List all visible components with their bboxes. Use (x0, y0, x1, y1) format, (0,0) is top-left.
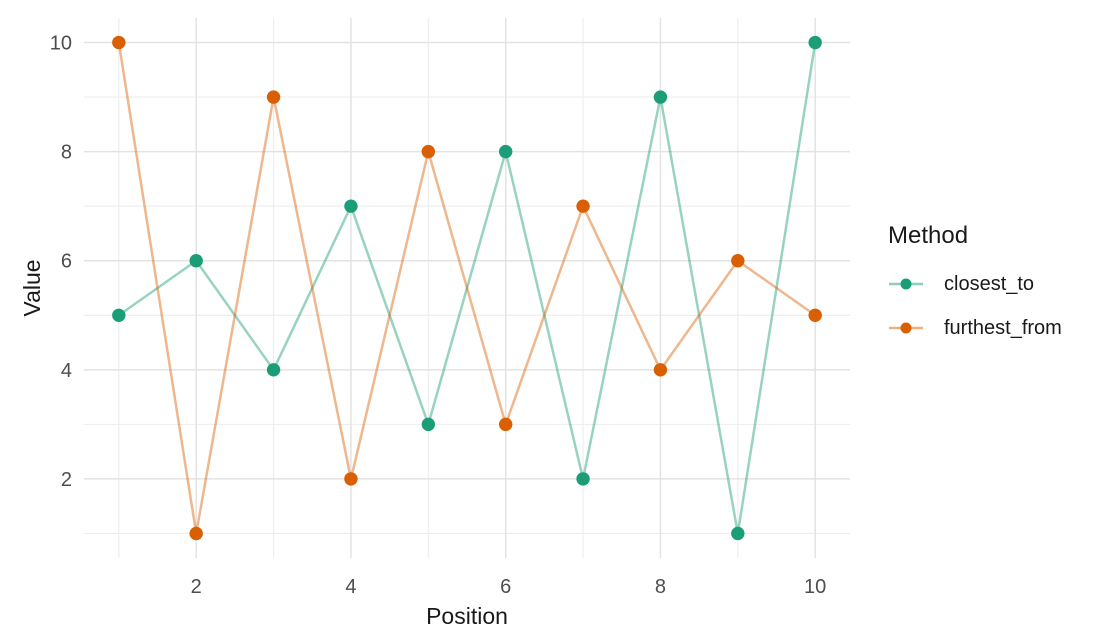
axis-tick-labels: 2 4 6 8 10 2 4 6 8 10 (50, 33, 827, 598)
data-point-closest_to (576, 472, 590, 486)
x-axis-title: Position (426, 603, 508, 629)
data-point-closest_to (731, 526, 745, 541)
x-tick-label: 4 (345, 576, 356, 598)
y-tick-label: 8 (61, 142, 72, 164)
y-axis-title: Value (19, 259, 45, 316)
data-point-closest_to (189, 254, 203, 268)
data-point-closest_to (808, 35, 822, 50)
legend-key-point-icon (900, 278, 912, 290)
data-point-furthest_from (653, 363, 668, 377)
legend-entry-closest-to: closest_to (888, 262, 1062, 306)
x-tick-label: 10 (804, 576, 826, 598)
y-tick-label: 4 (61, 360, 72, 382)
data-point-closest_to (344, 199, 358, 213)
y-tick-label: 10 (50, 33, 72, 55)
data-point-furthest_from (266, 90, 281, 104)
data-point-closest_to (112, 308, 126, 322)
data-point-closest_to (266, 363, 281, 377)
x-tick-label: 8 (655, 576, 666, 598)
legend-key-closest-to-icon (889, 278, 923, 290)
data-point-furthest_from (344, 472, 358, 486)
legend-label-furthest-from: furthest_from (944, 316, 1062, 339)
data-point-furthest_from (112, 35, 126, 50)
gridlines (84, 18, 850, 558)
y-tick-label: 6 (61, 251, 72, 273)
series-line-furthest_from (117, 42, 816, 535)
data-point-furthest_from (576, 199, 590, 213)
legend-key-furthest-from-icon (889, 322, 923, 334)
legend-key-point-icon (900, 322, 912, 334)
data-point-closest_to (421, 417, 436, 432)
series-line-closest_to (118, 42, 817, 535)
data-series (112, 35, 822, 541)
legend-entry-furthest-from: furthest_from (888, 306, 1062, 350)
x-tick-label: 6 (500, 576, 511, 598)
data-point-furthest_from (498, 417, 513, 432)
legend: Method closest_to furthest_from (888, 222, 1062, 350)
data-point-furthest_from (808, 308, 822, 322)
y-tick-label: 2 (61, 469, 72, 491)
data-point-closest_to (653, 90, 668, 104)
data-point-furthest_from (421, 144, 436, 159)
data-point-closest_to (498, 144, 513, 159)
data-point-furthest_from (731, 254, 745, 268)
legend-label-closest-to: closest_to (944, 272, 1035, 295)
data-point-furthest_from (189, 526, 203, 541)
legend-title: Method (888, 222, 969, 249)
x-tick-label: 2 (191, 576, 202, 598)
